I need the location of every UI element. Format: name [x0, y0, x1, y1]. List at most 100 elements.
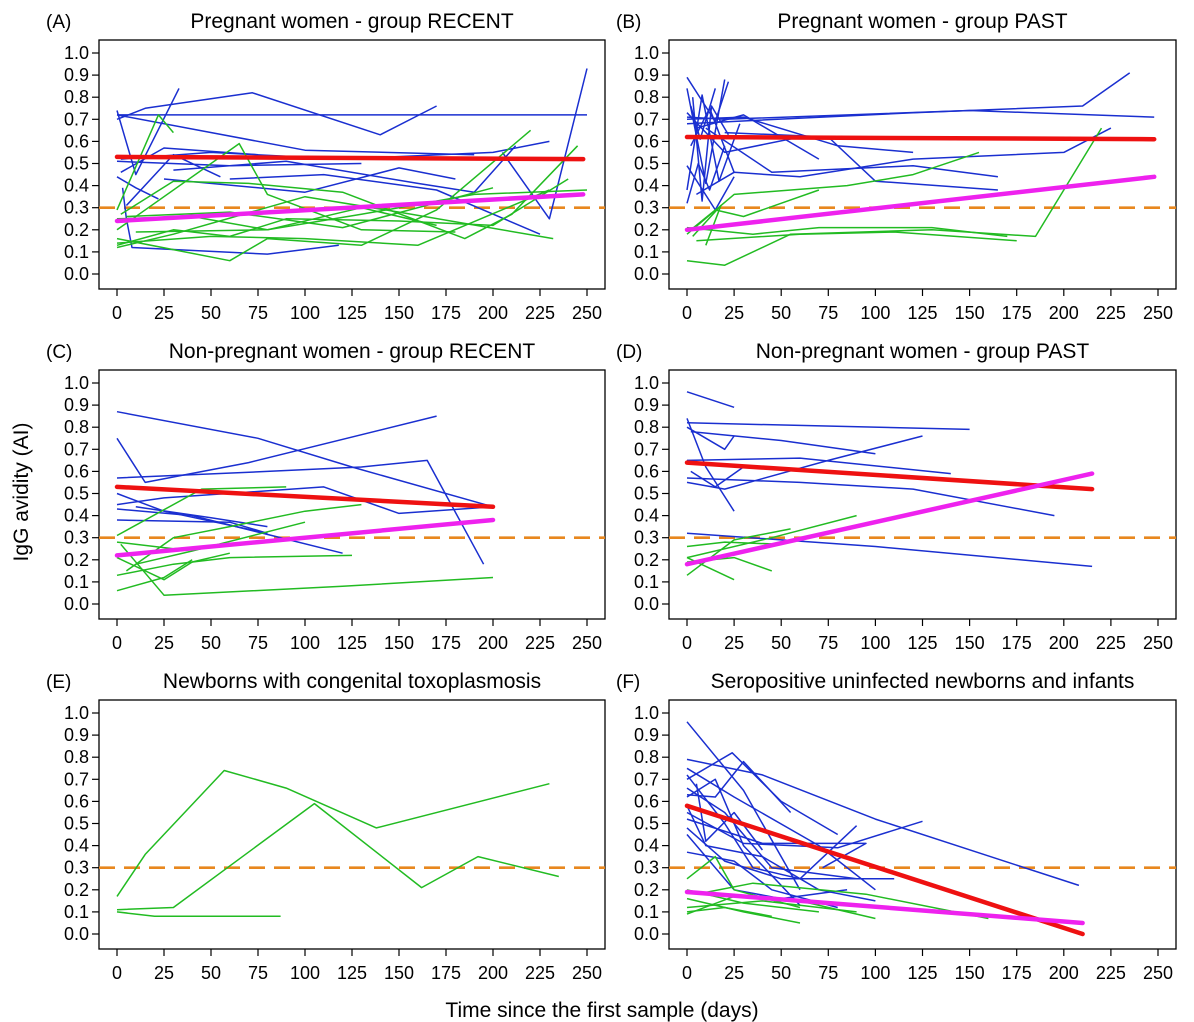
y-tick-label: 0.4 — [64, 506, 89, 526]
x-tick-label: 175 — [1002, 303, 1032, 323]
individual-line-blue — [686, 774, 858, 880]
trend-line-red — [114, 154, 586, 162]
y-tick-label: 1.0 — [634, 373, 659, 393]
x-tick-label: 125 — [337, 633, 367, 653]
y-tick-label: 0.7 — [64, 769, 89, 789]
individual-line-blue — [686, 72, 1131, 125]
panel-label: (E) — [46, 672, 71, 693]
trend-line-red — [684, 134, 1157, 142]
x-tick-label: 200 — [478, 963, 508, 983]
individual-line-green — [116, 802, 559, 911]
x-tick-label: 125 — [907, 963, 937, 983]
y-tick-label: 0.1 — [64, 242, 89, 262]
x-tick-label: 125 — [907, 633, 937, 653]
y-tick-label: 0.0 — [634, 594, 659, 614]
x-tick-label: 150 — [955, 303, 985, 323]
y-tick-label: 0.1 — [64, 572, 89, 592]
plot-area — [99, 769, 605, 918]
y-tick-label: 0.2 — [634, 880, 659, 900]
x-tick-label: 200 — [1049, 963, 1079, 983]
individual-line-blue — [691, 97, 730, 202]
x-tick-label: 25 — [724, 633, 744, 653]
x-tick-label: 225 — [1096, 303, 1126, 323]
individual-line-blue — [121, 187, 339, 255]
individual-line-blue — [686, 109, 1155, 121]
x-tick-label: 75 — [818, 633, 838, 653]
y-tick-label: 0.7 — [634, 109, 659, 129]
x-tick-label: 25 — [154, 633, 174, 653]
plot-frame — [98, 699, 606, 950]
individual-line-green — [116, 129, 532, 262]
individual-line-blue — [686, 391, 735, 409]
y-tick-label: 0.4 — [634, 836, 659, 856]
x-tick-label: 0 — [112, 303, 122, 323]
y-tick-label: 0.1 — [64, 902, 89, 922]
y-tick-label: 0.1 — [634, 572, 659, 592]
x-tick-label: 75 — [248, 963, 268, 983]
individual-line-blue — [686, 805, 876, 902]
panel-label: (F) — [616, 672, 640, 693]
individual-line-blue — [686, 758, 1080, 887]
y-tick-label: 0.9 — [634, 395, 659, 415]
x-tick-label: 100 — [290, 963, 320, 983]
y-tick-label: 0.5 — [634, 484, 659, 504]
plot-area — [99, 410, 605, 596]
x-tick-label: 225 — [1096, 633, 1126, 653]
individual-line-blue — [696, 114, 820, 160]
x-tick-label: 75 — [248, 633, 268, 653]
x-tick-label: 225 — [525, 633, 555, 653]
x-tick-label: 0 — [112, 963, 122, 983]
plot-frame — [98, 369, 606, 620]
individual-line-blue — [705, 127, 998, 178]
panel-1: Pregnant women - group RECENT(A)0.00.10.… — [46, 10, 606, 323]
x-tick-label: 250 — [572, 633, 602, 653]
individual-line-green — [686, 127, 1103, 266]
individual-line-green — [116, 195, 554, 249]
individual-line-blue — [135, 506, 268, 528]
individual-line-blue — [686, 435, 923, 490]
x-tick-label: 75 — [818, 303, 838, 323]
individual-line-blue — [116, 519, 268, 535]
plot-frame — [668, 369, 1177, 620]
trend-line-magenta — [114, 517, 496, 558]
individual-line-green — [116, 114, 174, 211]
y-tick-label: 0.3 — [634, 858, 659, 878]
individual-line-blue — [696, 127, 1112, 196]
plot-area — [669, 72, 1176, 266]
x-tick-label: 200 — [1049, 633, 1079, 653]
y-tick-label: 0.7 — [64, 439, 89, 459]
y-tick-label: 0.9 — [634, 65, 659, 85]
individual-line-blue — [116, 459, 485, 565]
y-tick-label: 0.1 — [634, 902, 659, 922]
individual-line-blue — [116, 92, 437, 136]
x-tick-label: 250 — [1143, 633, 1173, 653]
panel-label: (B) — [616, 12, 641, 33]
x-tick-label: 175 — [431, 633, 461, 653]
y-tick-label: 0.2 — [64, 220, 89, 240]
individual-line-green — [690, 189, 820, 231]
y-tick-label: 0.0 — [634, 924, 659, 944]
x-tick-label: 150 — [955, 633, 985, 653]
individual-line-blue — [686, 760, 792, 814]
y-tick-label: 0.5 — [64, 814, 89, 834]
y-tick-label: 0.5 — [634, 154, 659, 174]
y-tick-label: 0.8 — [634, 417, 659, 437]
individual-line-blue — [116, 415, 437, 484]
y-tick-label: 0.3 — [634, 528, 659, 548]
individual-line-green — [686, 541, 782, 548]
y-tick-label: 0.3 — [64, 198, 89, 218]
y-tick-label: 0.0 — [64, 594, 89, 614]
y-tick-label: 1.0 — [64, 373, 89, 393]
x-tick-label: 225 — [525, 963, 555, 983]
individual-line-green — [125, 503, 362, 572]
x-tick-label: 100 — [860, 633, 890, 653]
y-tick-label: 0.6 — [64, 131, 89, 151]
y-tick-label: 0.4 — [64, 176, 89, 196]
panel-4: Non-pregnant women - group PAST (D) 0.00.1… — [616, 340, 1177, 653]
x-tick-label: 0 — [112, 633, 122, 653]
individual-line-blue — [163, 167, 456, 193]
x-tick-label: 25 — [154, 303, 174, 323]
individual-line-green — [686, 528, 791, 576]
x-tick-label: 50 — [201, 633, 221, 653]
